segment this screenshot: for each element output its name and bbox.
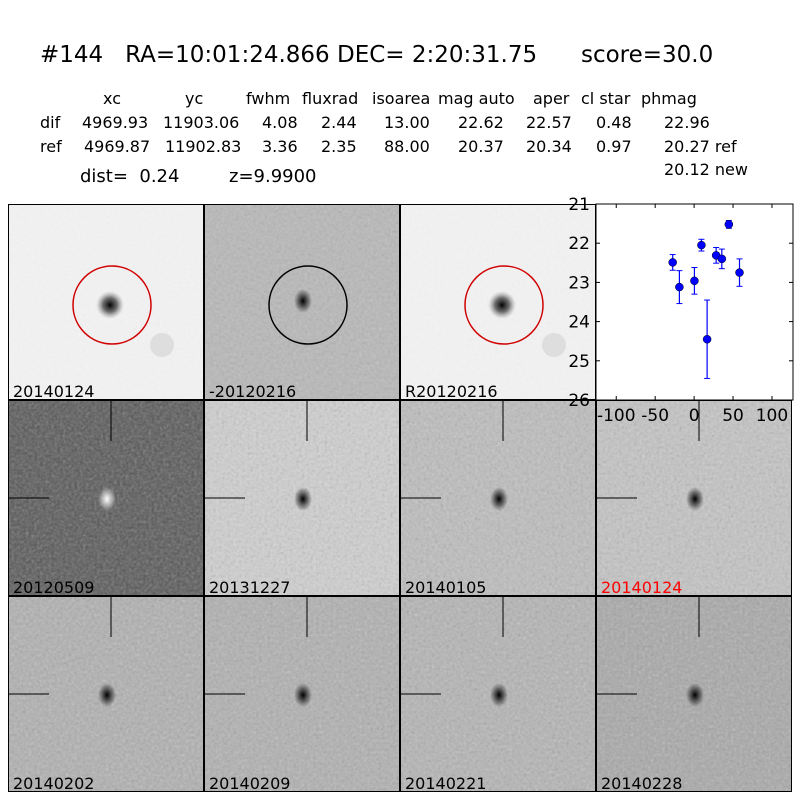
image-stamp-epoch: 20140221 (400, 596, 596, 792)
image-stamp-epoch: 20140124 (596, 400, 792, 596)
row-label: ref (40, 137, 62, 156)
source-blob (294, 487, 312, 511)
stamp-date-label: 20131227 (209, 578, 291, 596)
source-blob (686, 683, 704, 707)
source-blob (490, 487, 508, 511)
dist-value: dist= 0.24 (80, 166, 180, 187)
x-tick-label: 100 (756, 406, 788, 425)
column-header: fluxrad (302, 89, 359, 108)
phmag-new: 20.12 new (664, 160, 748, 179)
stamp-date-label: 20140209 (209, 774, 291, 792)
table-cell: 11902.83 (165, 137, 242, 156)
column-header: phmag (641, 89, 697, 108)
data-point (702, 334, 712, 344)
image-stamp-epoch: 20131227 (204, 400, 400, 596)
column-header: fwhm (246, 89, 291, 108)
data-point (697, 240, 706, 250)
table-cell: 20.27 ref (664, 137, 737, 156)
stamp-date-label: R20120216 (405, 382, 498, 400)
y-tick-label: 26 (568, 391, 590, 411)
y-tick-label: 23 (568, 273, 590, 293)
column-header: mag auto (438, 89, 515, 108)
source-blob (96, 291, 124, 319)
stamp-date-label: 20140124 (13, 382, 95, 400)
candidate-title: #144 RA=10:01:24.866 DEC= 2:20:31.75 sco… (40, 42, 714, 68)
image-stamp-epoch: 20140228 (596, 596, 792, 792)
z-value: z=9.9900 (229, 166, 317, 187)
source-blob (98, 683, 116, 707)
image-stamp-diff: -20120216 (204, 204, 400, 400)
stamp-date-label: 20140221 (405, 774, 487, 792)
stamp-date-label: 20140105 (405, 578, 487, 596)
image-stamp-ref: R20120216 (400, 204, 596, 400)
column-header: cl star (581, 89, 631, 108)
table-cell: 0.48 (596, 113, 632, 132)
data-point (690, 276, 699, 286)
data-point (717, 254, 727, 264)
stamp-date-label: 20140228 (601, 774, 683, 792)
x-tick-label: 50 (722, 406, 744, 425)
source-blob (294, 289, 312, 313)
table-cell: 4969.87 (84, 137, 151, 156)
data-point (668, 258, 677, 267)
data-point (675, 282, 684, 292)
table-cell: 3.36 (262, 137, 298, 156)
table-cell: 2.35 (321, 137, 357, 156)
table-cell: 22.62 (458, 113, 504, 132)
image-stamp-new: 20140124 (8, 204, 204, 400)
column-header: isoarea (372, 89, 431, 108)
table-cell: 0.97 (596, 137, 632, 156)
y-tick-label: 25 (568, 352, 590, 372)
aperture-circle (464, 265, 544, 345)
table-cell: 88.00 (384, 137, 430, 156)
aperture-circle (72, 265, 152, 345)
source-blob (490, 683, 508, 707)
image-stamp-epoch: 20140105 (400, 400, 596, 596)
image-stamp-epoch: 20140209 (204, 596, 400, 792)
table-cell: 2.44 (321, 113, 357, 132)
y-tick-label: 24 (568, 313, 590, 333)
aperture-circle (268, 265, 348, 345)
table-cell: 11903.06 (163, 113, 240, 132)
source-blob (488, 291, 516, 319)
y-tick-label: 22 (568, 234, 590, 254)
table-cell: 22.57 (526, 113, 572, 132)
x-tick-label: -50 (641, 406, 669, 425)
data-point (735, 268, 744, 277)
image-stamp-epoch: 20120509 (8, 400, 204, 596)
table-cell: 4969.93 (82, 113, 149, 132)
image-stamp-epoch: 20140202 (8, 596, 204, 792)
data-point (724, 220, 734, 229)
table-cell: 4.08 (262, 113, 298, 132)
lightcurve-plot: -100 -50 0 50 100 21 22 23 24 25 26 (568, 195, 794, 425)
row-label: dif (40, 113, 61, 132)
stamp-date-label: 20140202 (13, 774, 95, 792)
source-blob (294, 683, 312, 707)
stamp-date-label: 20140124 (601, 578, 683, 596)
column-header: aper (533, 89, 570, 108)
stamp-date-label: 20120509 (13, 578, 95, 596)
table-cell: 13.00 (384, 113, 430, 132)
column-header: yc (185, 89, 204, 108)
source-blob (686, 487, 704, 511)
stamp-date-label: -20120216 (209, 382, 297, 400)
table-cell: 20.37 (458, 137, 504, 156)
table-cell: 20.34 (526, 137, 572, 156)
x-tick-label: 0 (689, 406, 700, 425)
y-tick-label: 21 (568, 195, 590, 215)
x-tick-label: -100 (597, 406, 636, 425)
plot-area (595, 203, 794, 401)
table-cell: 22.96 (664, 113, 710, 132)
source-blob (98, 487, 116, 511)
column-header: xc (103, 89, 121, 108)
